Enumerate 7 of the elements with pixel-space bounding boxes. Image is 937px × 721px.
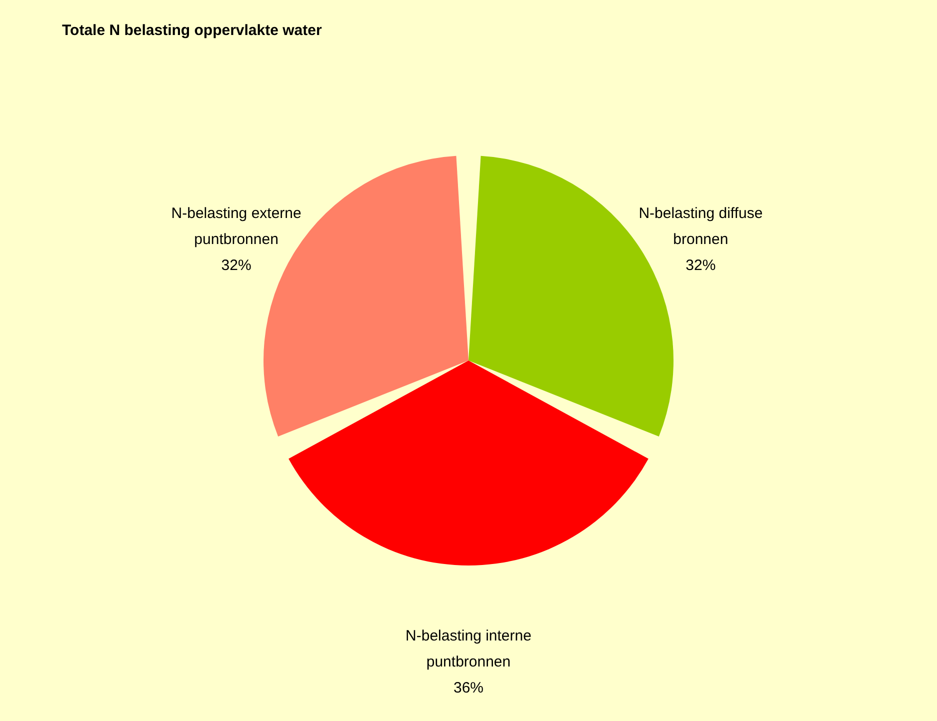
slice-label: N-belasting interne puntbronnen	[406, 628, 532, 670]
chart-title: Totale N belasting oppervlakte water	[62, 22, 322, 39]
slice-label: N-belasting diffuse bronnen	[638, 205, 763, 248]
data-label: 32%	[221, 257, 252, 274]
slice-label: N-belasting externe puntbronnen	[171, 205, 302, 248]
data-label: 36%	[453, 680, 484, 696]
data-label: 32%	[686, 257, 716, 274]
